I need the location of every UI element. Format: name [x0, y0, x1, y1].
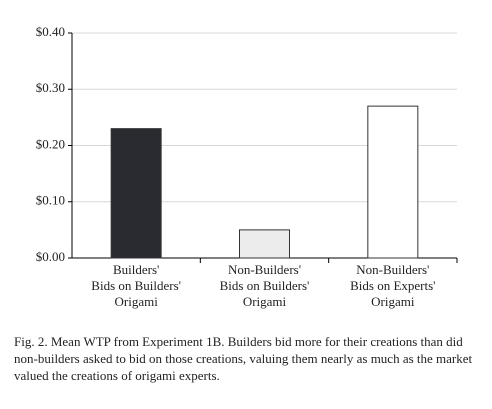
y-tick-label: $0.30: [36, 80, 65, 95]
x-tick-label: Non-Builders': [228, 262, 301, 277]
x-tick-label: Origami: [243, 294, 287, 309]
bar: [239, 229, 290, 259]
x-tick-label: Origami: [115, 294, 159, 309]
x-tick-label: Origami: [371, 294, 415, 309]
y-tick-label: $0.10: [36, 193, 65, 208]
x-tick-label: Non-Builders': [356, 262, 429, 277]
y-tick-label: $0.00: [36, 249, 65, 264]
x-tick-label: Builders': [113, 262, 159, 277]
caption: Fig. 2. Mean WTP from Experiment 1B. Bui…: [14, 334, 473, 383]
y-tick-label: $0.20: [36, 136, 65, 151]
x-tick-label: Bids on Builders': [220, 278, 310, 293]
x-tick-label: Bids on Experts': [350, 278, 435, 293]
x-tick-label: Bids on Builders': [91, 278, 181, 293]
bar: [110, 128, 162, 259]
y-tick-label: $0.40: [36, 24, 65, 39]
bar: [367, 105, 419, 259]
